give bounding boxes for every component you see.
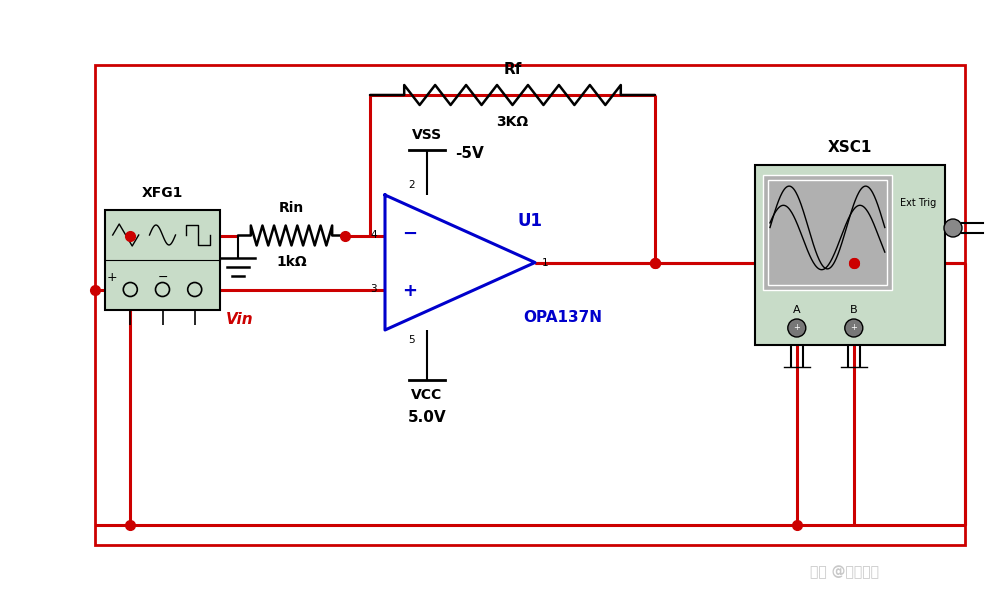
Text: +: + — [107, 271, 117, 284]
Text: VSS: VSS — [412, 128, 442, 142]
Bar — [755, 165, 945, 345]
Text: 1: 1 — [542, 257, 549, 268]
Text: −: − — [158, 271, 168, 284]
Bar — [105, 210, 220, 310]
Circle shape — [845, 319, 863, 337]
Text: +: + — [850, 323, 857, 332]
Bar — [95, 65, 965, 545]
Text: +: + — [793, 323, 800, 332]
Text: 3KΩ: 3KΩ — [496, 115, 529, 129]
Text: 1kΩ: 1kΩ — [276, 256, 307, 269]
Text: B: B — [850, 305, 858, 315]
Text: −: − — [402, 224, 417, 242]
Text: 知乎 @学海无涯: 知乎 @学海无涯 — [810, 565, 880, 579]
Text: 2: 2 — [408, 180, 415, 190]
Text: Rf: Rf — [503, 62, 522, 77]
Text: 5: 5 — [408, 335, 415, 345]
Text: 4: 4 — [370, 230, 377, 241]
Circle shape — [788, 319, 806, 337]
Text: XSC1: XSC1 — [828, 140, 872, 155]
Text: 5.0V: 5.0V — [408, 410, 446, 425]
Bar — [763, 175, 892, 290]
Text: -5V: -5V — [455, 146, 484, 161]
Text: VCC: VCC — [411, 388, 443, 402]
Text: +: + — [402, 283, 417, 301]
Text: OPA137N: OPA137N — [524, 310, 602, 325]
Text: Rin: Rin — [279, 202, 304, 215]
Circle shape — [944, 219, 962, 237]
Text: A: A — [793, 305, 801, 315]
Text: 3: 3 — [370, 284, 377, 295]
Text: Ext Trig: Ext Trig — [900, 198, 936, 208]
Text: Vin: Vin — [226, 311, 254, 326]
Text: XFG1: XFG1 — [142, 186, 183, 200]
Bar — [768, 180, 887, 285]
Text: U1: U1 — [518, 211, 542, 229]
